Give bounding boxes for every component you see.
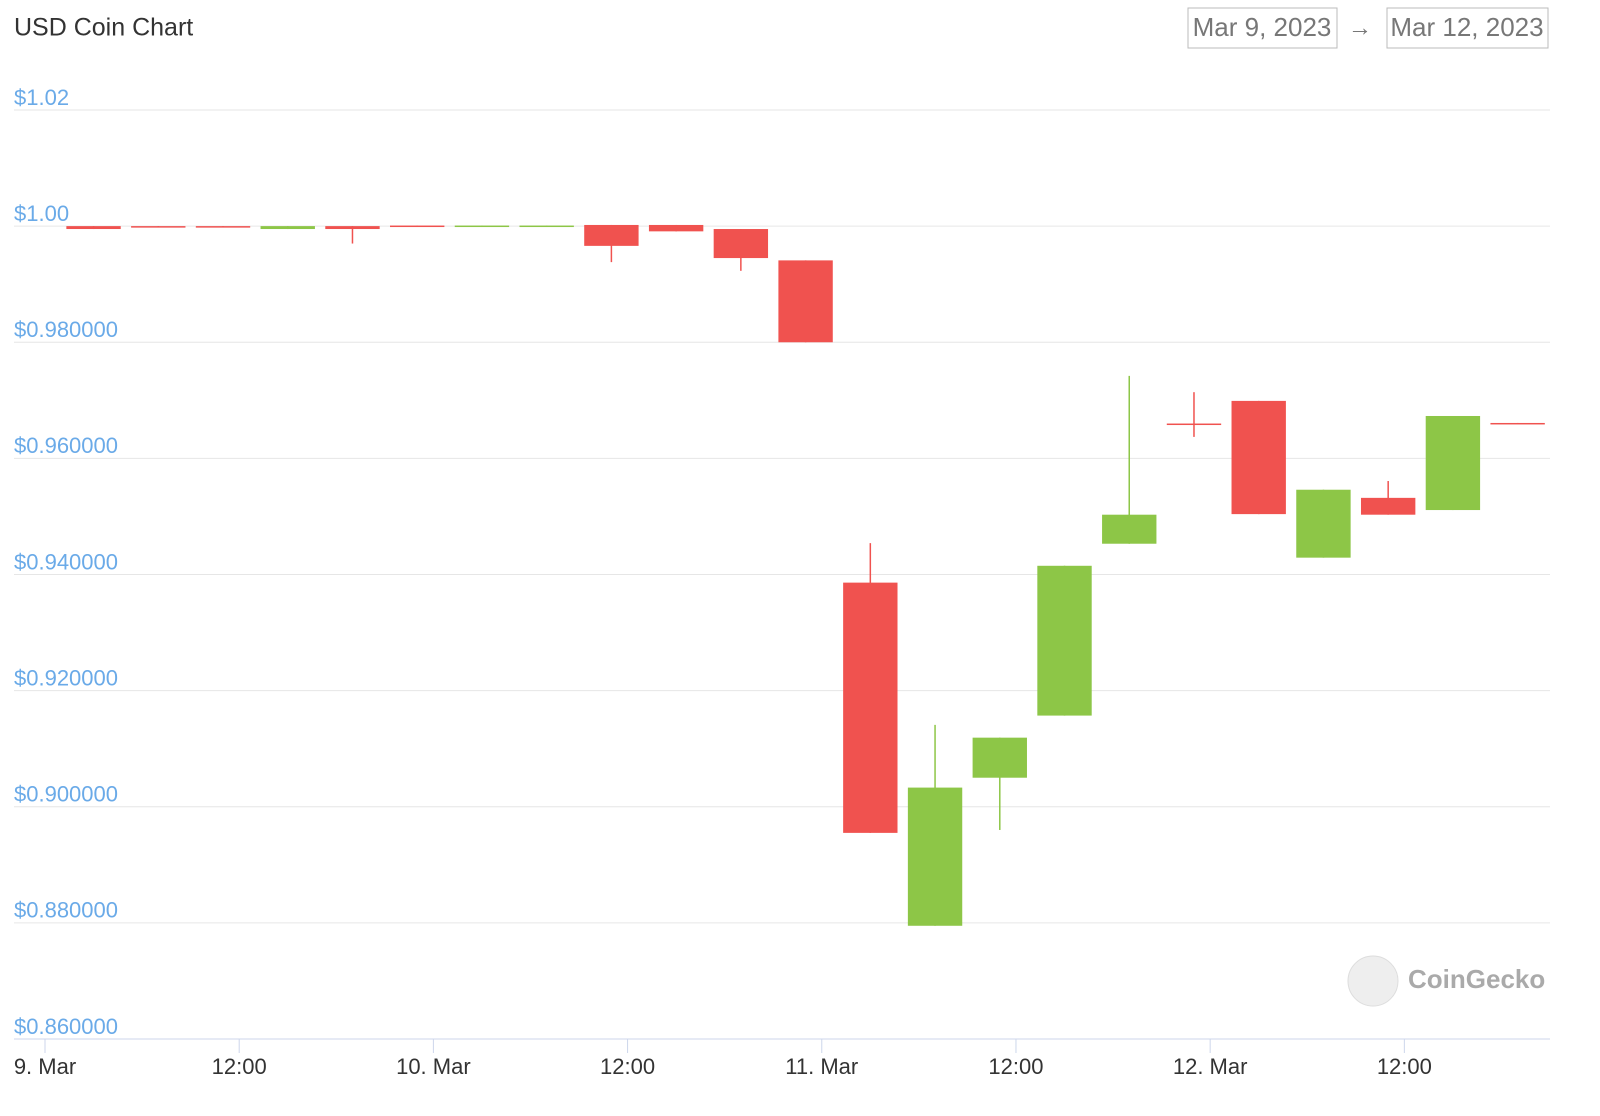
candle-body	[1490, 422, 1545, 425]
x-tick-label: 10. Mar	[396, 1054, 471, 1079]
candle-body	[778, 260, 833, 343]
candle-body	[972, 737, 1027, 778]
x-tick-label: 11. Mar	[785, 1054, 858, 1079]
candle-body	[454, 225, 510, 228]
candle-body	[131, 226, 186, 228]
y-tick-label: $0.980000	[14, 317, 118, 342]
chart-title: USD Coin Chart	[14, 14, 193, 42]
y-tick-label: $0.960000	[14, 433, 118, 458]
candle-body	[1166, 423, 1222, 426]
x-tick-label: 12:00	[600, 1054, 655, 1079]
x-tick-label: 12:00	[988, 1054, 1043, 1079]
candle-body	[713, 229, 769, 259]
candle-body	[1425, 415, 1481, 511]
candle-body	[1296, 489, 1351, 558]
candle-body	[648, 224, 704, 232]
date-to[interactable]: Mar 12, 2023	[1390, 12, 1543, 42]
y-tick-label: $1.00	[14, 201, 69, 226]
candle-body	[325, 226, 380, 230]
candle-body	[843, 582, 898, 833]
candle-body	[66, 226, 121, 230]
date-from[interactable]: Mar 9, 2023	[1193, 12, 1332, 42]
y-tick-label: $0.900000	[14, 782, 118, 807]
candle-body	[1037, 565, 1092, 716]
watermark-logo	[1347, 955, 1399, 1007]
y-tick-label: $0.860000	[14, 1014, 118, 1039]
date-to-box[interactable]	[1386, 7, 1549, 49]
date-from-box[interactable]	[1187, 7, 1338, 49]
y-tick-label: $1.02	[14, 85, 69, 110]
candle-body	[1360, 497, 1416, 515]
candle-body	[1231, 400, 1286, 515]
candle-body	[1102, 514, 1157, 544]
candle-body	[519, 225, 574, 228]
watermark: CoinGecko	[1408, 964, 1545, 994]
y-tick-label: $0.940000	[14, 549, 118, 574]
x-tick-label: 12:00	[1377, 1054, 1432, 1079]
date-separator: →	[1348, 14, 1372, 41]
y-tick-label: $0.920000	[14, 665, 118, 690]
candle-body	[907, 787, 963, 926]
x-tick-label: 12:00	[212, 1054, 267, 1079]
candle-body	[390, 225, 445, 228]
candle-body	[260, 226, 315, 230]
x-tick-label: 9. Mar	[14, 1054, 76, 1079]
x-tick-label: 12. Mar	[1173, 1054, 1248, 1079]
y-tick-label: $0.880000	[14, 898, 118, 923]
candle-body	[195, 226, 251, 228]
candle-body	[584, 224, 639, 246]
